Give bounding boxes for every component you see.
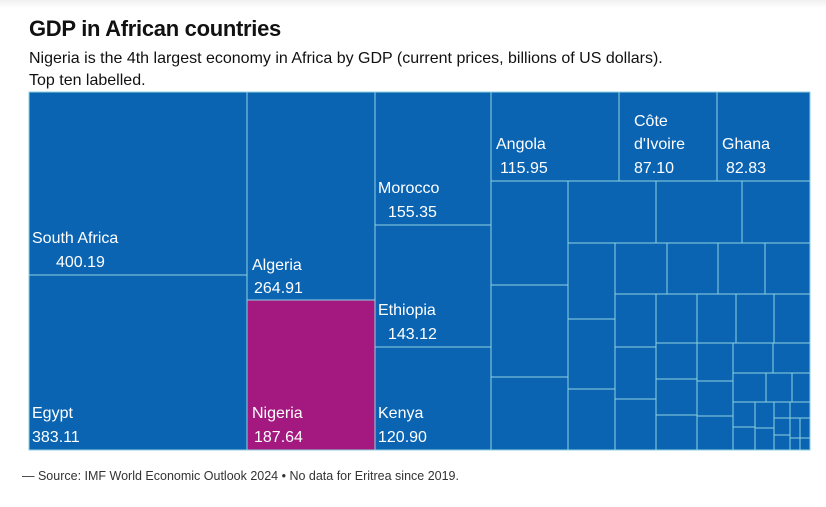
tile-value-kenya: 120.90 <box>378 429 427 446</box>
tile-unlabelled-country <box>789 417 801 439</box>
tile-unlabelled-country <box>490 284 569 378</box>
tile-unlabelled-country <box>732 342 774 374</box>
tile-value-c-te-d-ivoire: 87.10 <box>634 160 674 177</box>
tile-label-ethiopia: Ethiopia <box>378 302 436 319</box>
tile-unlabelled-country <box>773 293 811 344</box>
tile-label-ghana: Ghana <box>722 136 770 153</box>
tile-unlabelled-country <box>754 401 775 429</box>
tile-unlabelled-country <box>765 372 793 403</box>
tile-unlabelled-country <box>666 242 719 295</box>
tile-nigeria <box>246 299 376 451</box>
tile-unlabelled-country <box>791 372 811 403</box>
tile-unlabelled-country <box>655 342 698 380</box>
tile-unlabelled-country <box>655 414 698 451</box>
tile-value-angola: 115.95 <box>500 160 548 177</box>
tile-value-algeria: 264.91 <box>254 280 303 297</box>
tile-unlabelled-country <box>655 180 743 244</box>
tile-unlabelled-country <box>799 437 811 451</box>
chart-subtitle: Nigeria is the 4th largest economy in Af… <box>29 50 663 67</box>
tile-unlabelled-country <box>754 427 775 451</box>
tile-label-c-te-d-ivoire: d'Ivoire <box>634 136 685 153</box>
tile-unlabelled-country <box>696 415 734 451</box>
tile-unlabelled-country <box>789 437 801 451</box>
tile-unlabelled-country <box>696 293 737 344</box>
tile-label-south-africa: South Africa <box>32 230 118 247</box>
tile-label-angola: Angola <box>496 136 546 153</box>
tile-kenya <box>374 346 492 451</box>
tile-unlabelled-country <box>614 293 657 348</box>
tile-unlabelled-country <box>567 318 616 390</box>
tile-unlabelled-country <box>799 417 811 439</box>
top-shadow <box>0 0 826 8</box>
tile-unlabelled-country <box>614 346 657 400</box>
tile-unlabelled-country <box>717 242 766 295</box>
tile-label-c-te-d-ivoire: Côte <box>634 113 668 130</box>
tile-label-algeria: Algeria <box>252 257 302 274</box>
source-note: — Source: IMF World Economic Outlook 202… <box>22 469 459 483</box>
tile-unlabelled-country <box>735 293 775 344</box>
tile-label-nigeria: Nigeria <box>252 405 303 422</box>
tile-unlabelled-country <box>789 401 811 419</box>
tile-value-egypt: 383.11 <box>32 429 80 446</box>
tile-unlabelled-country <box>567 180 657 244</box>
tile-unlabelled-country <box>773 417 791 436</box>
tile-unlabelled-country <box>696 380 734 417</box>
tile-unlabelled-country <box>764 242 811 295</box>
tile-value-morocco: 155.35 <box>388 204 437 221</box>
tile-unlabelled-country <box>614 242 668 295</box>
chart-subtitle-note: Top ten labelled. <box>29 72 146 89</box>
tile-unlabelled-country <box>732 372 767 403</box>
tile-unlabelled-country <box>567 242 616 320</box>
tile-angola <box>490 91 620 182</box>
tile-label-kenya: Kenya <box>378 405 423 422</box>
tile-unlabelled-country <box>655 378 698 416</box>
tile-ghana <box>716 91 811 182</box>
tile-value-south-africa: 400.19 <box>56 254 105 271</box>
tile-value-ethiopia: 143.12 <box>388 326 437 343</box>
tile-label-egypt: Egypt <box>32 405 73 422</box>
tile-unlabelled-country <box>655 293 698 344</box>
tile-unlabelled-country <box>773 401 791 419</box>
tile-unlabelled-country <box>490 180 569 286</box>
tile-morocco <box>374 91 492 226</box>
tile-egypt <box>28 274 248 451</box>
chart-title: GDP in African countries <box>29 16 281 41</box>
tile-unlabelled-country <box>741 180 811 244</box>
tile-unlabelled-country <box>614 398 657 451</box>
tile-south-africa <box>28 91 248 276</box>
tile-unlabelled-country <box>567 388 616 451</box>
tile-unlabelled-country <box>696 342 734 382</box>
tile-unlabelled-country <box>490 376 569 451</box>
tile-unlabelled-country <box>732 401 756 428</box>
tile-c-te-d-ivoire <box>618 91 718 182</box>
tile-label-morocco: Morocco <box>378 180 439 197</box>
tile-ethiopia <box>374 224 492 348</box>
tile-unlabelled-country <box>773 434 791 451</box>
tile-value-ghana: 82.83 <box>726 160 766 177</box>
tile-unlabelled-country <box>732 426 756 451</box>
tile-unlabelled-country <box>772 342 811 374</box>
tile-value-nigeria: 187.64 <box>254 429 303 446</box>
